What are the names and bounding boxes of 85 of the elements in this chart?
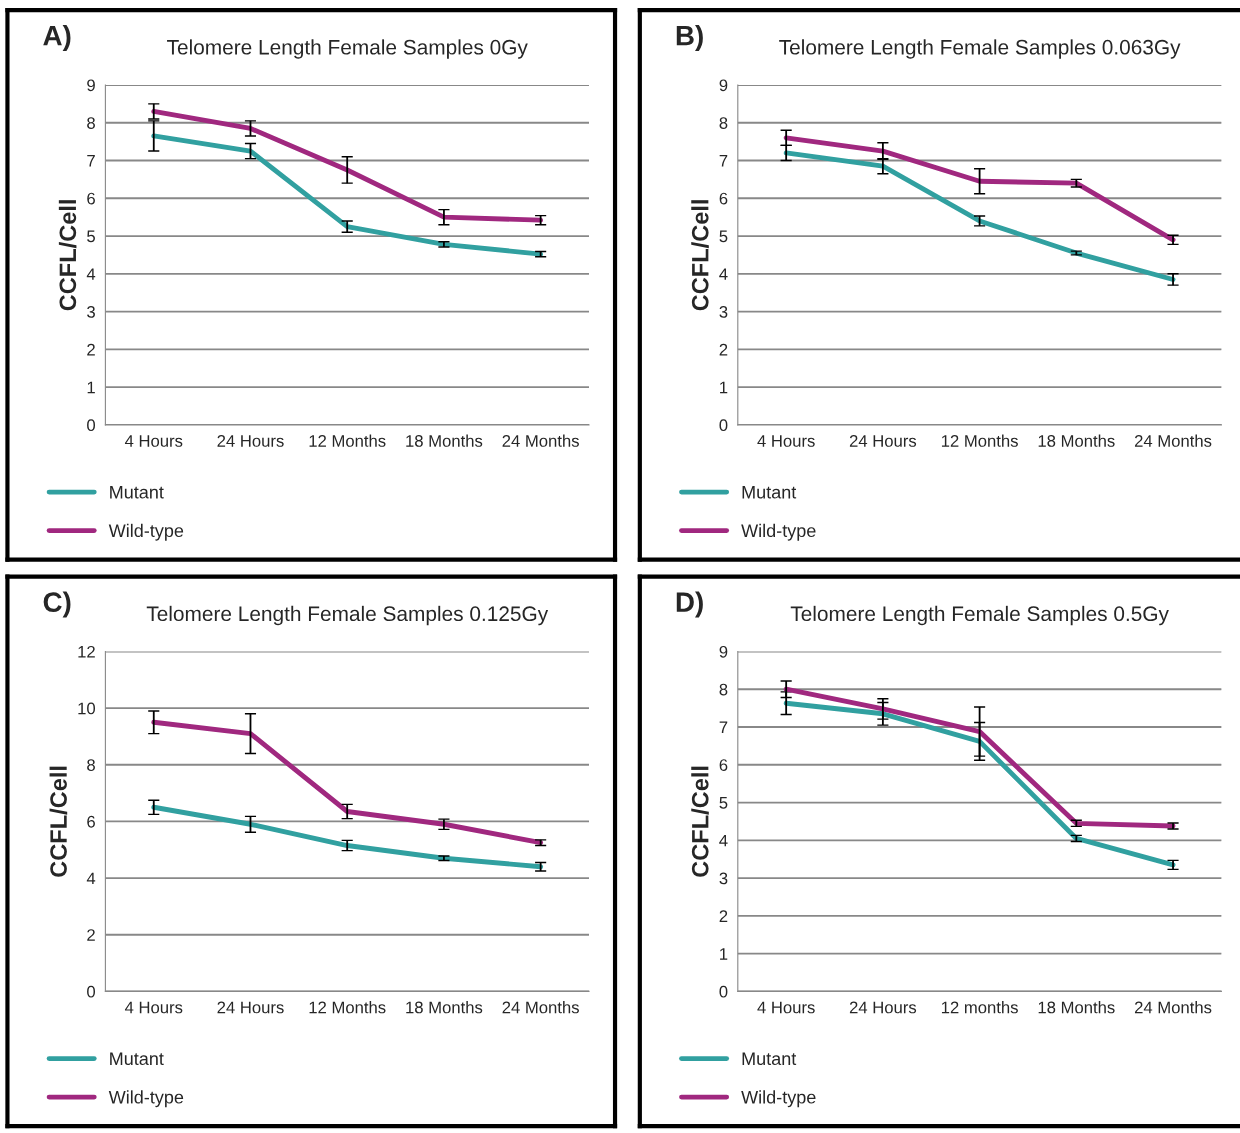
y-tick-label: 9 xyxy=(719,645,728,658)
y-tick-label: 1 xyxy=(720,381,728,394)
legend-label: Wild-type xyxy=(108,1090,184,1108)
text: C) xyxy=(43,591,71,618)
y-tick-label: 2 xyxy=(719,343,728,356)
y-tick-label: 1 xyxy=(87,381,95,394)
legend-label: Mutant xyxy=(742,1052,797,1066)
text: D) xyxy=(676,591,703,618)
x-tick-label: 4 Hours xyxy=(124,1001,183,1014)
y-tick-label: 0 xyxy=(719,985,728,998)
y-tick-label: 0 xyxy=(719,419,728,432)
text: A) xyxy=(43,25,71,51)
y-tick-label: 0 xyxy=(87,985,96,998)
y-tick-label: 7 xyxy=(719,721,728,734)
x-tick-label: 4 Hours xyxy=(757,1001,815,1014)
y-tick-label: 3 xyxy=(87,305,95,318)
y-tick-label: 6 xyxy=(719,192,728,205)
legend-label: Wild-type xyxy=(108,523,184,541)
x-tick-label: 18 Months xyxy=(1038,1001,1115,1014)
y-tick-label: 5 xyxy=(87,230,95,243)
y-tick-label: 5 xyxy=(719,797,728,809)
x-tick-label: 24 Months xyxy=(1134,1001,1212,1014)
y-axis-title: CCFL/Cell xyxy=(691,200,709,311)
legend-label: Mutant xyxy=(110,485,164,499)
x-tick-label: 12 Months xyxy=(309,434,386,447)
line-series xyxy=(783,135,1176,243)
y-tick-label: 8 xyxy=(87,759,95,771)
y-axis-title: CCFL/Cell xyxy=(58,200,77,311)
y-tick-label: 0 xyxy=(87,419,96,432)
y-tick-label: 6 xyxy=(87,815,95,828)
x-tick-label: 24 Months xyxy=(1134,434,1212,447)
line-series xyxy=(783,700,1176,868)
y-tick-label: 1 xyxy=(720,948,728,960)
y-tick-label: 4 xyxy=(86,268,96,280)
legend-label: Wild-type xyxy=(741,1090,816,1108)
line-series xyxy=(151,108,544,223)
y-tick-label: 2 xyxy=(719,910,728,922)
line-series xyxy=(783,686,1176,829)
y-tick-label: 4 xyxy=(719,268,728,280)
y-tick-label: 6 xyxy=(87,192,95,205)
legend-label: Wild-type xyxy=(741,523,816,541)
legend-label: Mutant xyxy=(742,485,797,499)
x-tick-label: 4 Hours xyxy=(124,435,183,447)
text: B) xyxy=(676,25,703,51)
x-tick-label: 4 Hours xyxy=(757,435,815,447)
y-axis-title: CCFL/Cell xyxy=(691,766,709,877)
chart-title: Telomere Length Female Samples 0Gy xyxy=(167,39,528,59)
x-tick-label: 24 Months xyxy=(502,434,579,447)
y-tick-label: 12 xyxy=(78,645,95,658)
x-tick-label: 24 Months xyxy=(502,1001,579,1014)
y-tick-label: 4 xyxy=(719,834,728,847)
y-tick-label: 9 xyxy=(719,79,728,92)
line-series xyxy=(151,804,544,870)
x-tick-label: 24 Hours xyxy=(849,1001,917,1014)
y-tick-label: 7 xyxy=(719,155,728,167)
x-tick-label: 12 months xyxy=(941,1001,1018,1014)
y-tick-label: 10 xyxy=(78,702,96,715)
x-tick-label: 18 Months xyxy=(1038,434,1115,447)
y-tick-label: 7 xyxy=(87,155,95,167)
y-tick-label: 5 xyxy=(719,230,728,243)
line-series xyxy=(151,133,544,257)
line-series xyxy=(783,150,1176,282)
y-tick-label: 8 xyxy=(719,683,728,696)
y-tick-label: 6 xyxy=(719,759,728,771)
chart-title: Telomere Length Female Samples 0.063Gy xyxy=(779,39,1181,59)
y-tick-label: 8 xyxy=(719,117,728,129)
legend-label: Mutant xyxy=(110,1052,164,1066)
x-tick-label: 18 Months xyxy=(406,434,483,447)
y-axis-title: CCFL/Cell xyxy=(49,766,68,877)
y-tick-label: 2 xyxy=(87,343,95,356)
y-tick-label: 3 xyxy=(719,872,728,885)
y-tick-label: 4 xyxy=(86,872,96,885)
x-tick-label: 12 Months xyxy=(941,434,1018,447)
y-tick-label: 9 xyxy=(87,79,95,92)
chart-title: Telomere Length Female Samples 0.5Gy xyxy=(790,605,1169,626)
x-tick-label: 24 Hours xyxy=(217,435,284,447)
y-tick-label: 8 xyxy=(87,117,95,129)
chart-title: Telomere Length Female Samples 0.125Gy xyxy=(146,605,549,626)
x-tick-label: 24 Hours xyxy=(217,1001,284,1014)
line-series xyxy=(151,719,544,846)
y-tick-label: 3 xyxy=(719,305,728,318)
x-tick-label: 24 Hours xyxy=(849,435,917,447)
x-tick-label: 18 Months xyxy=(406,1001,483,1014)
y-tick-label: 2 xyxy=(87,929,95,941)
x-tick-label: 12 Months xyxy=(309,1001,386,1014)
